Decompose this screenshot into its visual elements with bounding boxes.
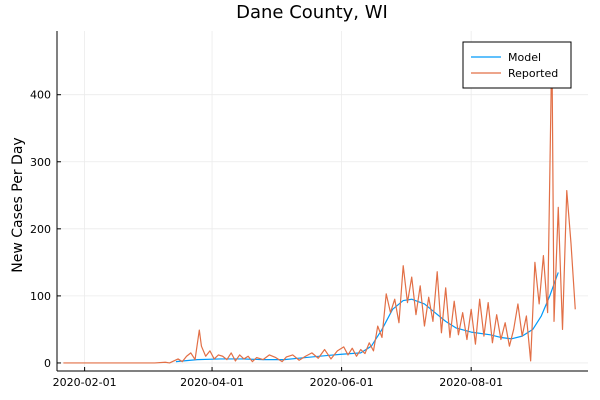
grid-lines	[57, 31, 588, 371]
legend-label-model: Model	[508, 51, 541, 64]
y-tick-label: 300	[30, 156, 51, 169]
axes	[56, 31, 588, 372]
y-axis-label: New Cases Per Day	[10, 137, 26, 272]
y-tick-label: 200	[30, 223, 51, 236]
x-tick-label: 2020-08-01	[439, 376, 503, 389]
series-line-reported	[63, 41, 576, 364]
legend: Model Reported	[462, 41, 572, 89]
chart-title: Dane County, WI	[236, 2, 388, 23]
y-tick-label: 0	[44, 357, 51, 370]
x-tick-label: 2020-04-01	[180, 376, 244, 389]
legend-label-reported: Reported	[508, 67, 558, 80]
legend-box	[462, 41, 572, 89]
x-tick-label: 2020-02-01	[53, 376, 117, 389]
y-tick-label: 400	[30, 89, 51, 102]
x-tick-label: 2020-06-01	[310, 376, 374, 389]
series-lines	[63, 41, 576, 364]
tick-labels: 0 100 200 300 400 2020-02-01 2020-04-01 2020-06…	[30, 89, 503, 389]
y-tick-label: 100	[30, 290, 51, 303]
